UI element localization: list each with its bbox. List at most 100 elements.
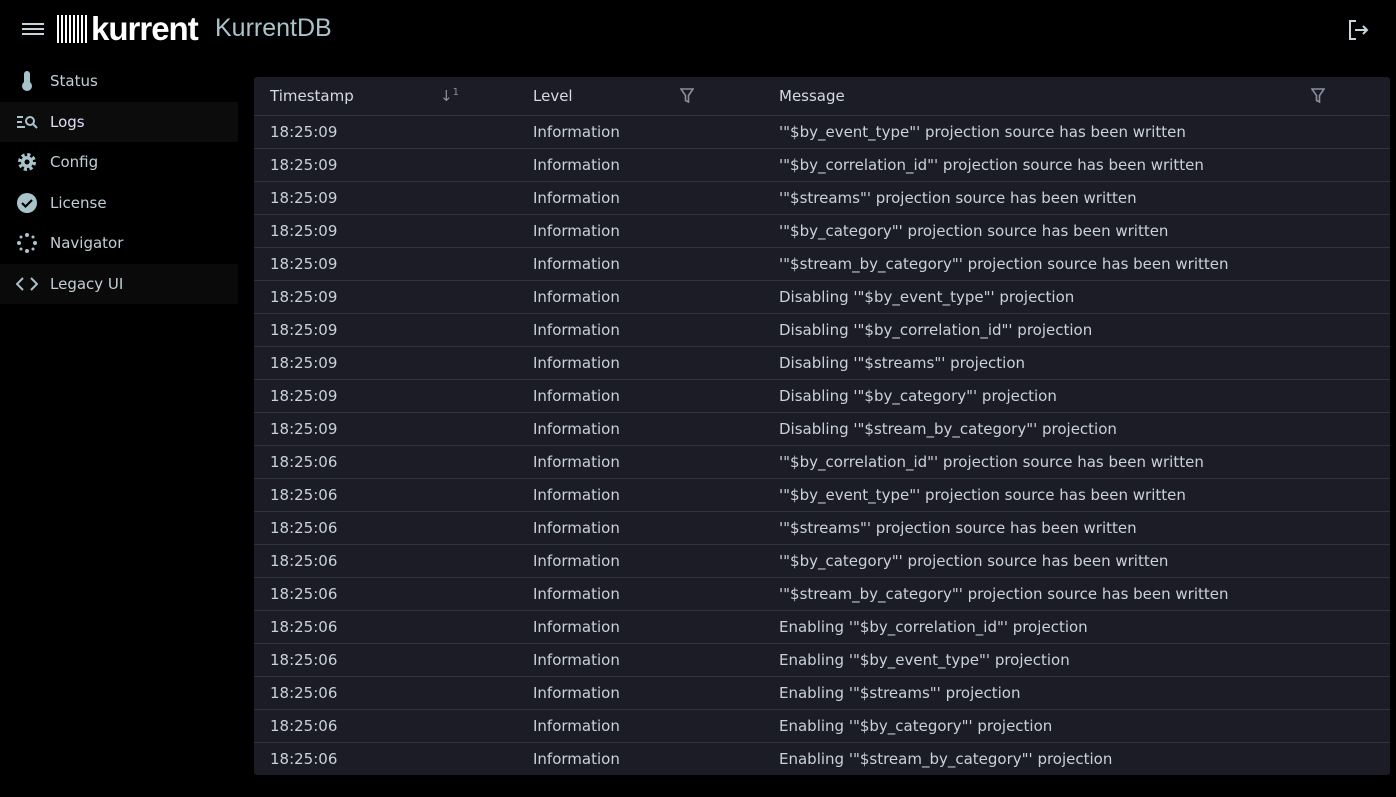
cell-timestamp: 18:25:06 <box>270 453 338 471</box>
cell-message: Enabling '"$by_correlation_id"' projecti… <box>779 618 1088 636</box>
cell-level: Information <box>533 288 620 306</box>
table-row[interactable]: 18:25:06 Information '"$stream_by_category… <box>254 577 1390 610</box>
cell-timestamp: 18:25:09 <box>270 387 338 405</box>
table-row[interactable]: 18:25:06 Information '"$by_event_type"' pr… <box>254 478 1390 511</box>
cell-message: Disabling '"$stream_by_category"' projec… <box>779 420 1117 438</box>
table-row[interactable]: 18:25:06 Information Enabling '"$by_event_… <box>254 643 1390 676</box>
cell-level: Information <box>533 453 620 471</box>
cell-level: Information <box>533 717 620 735</box>
table-row[interactable]: 18:25:06 Information Enabling '"$by_catego… <box>254 709 1390 742</box>
table-row[interactable]: 18:25:06 Information '"$streams"' projecti… <box>254 511 1390 544</box>
cell-timestamp: 18:25:09 <box>270 255 338 273</box>
cell-level: Information <box>533 750 620 768</box>
table-row[interactable]: 18:25:09 Information Disabling '"$by_categ… <box>254 379 1390 412</box>
cell-message: '"$by_event_type"' projection source has… <box>779 123 1186 141</box>
cell-message: Enabling '"$streams"' projection <box>779 684 1021 702</box>
table-row[interactable]: 18:25:09 Information '"$streams"' projecti… <box>254 181 1390 214</box>
cell-level: Information <box>533 222 620 240</box>
cell-timestamp: 18:25:09 <box>270 354 338 372</box>
table-row[interactable]: 18:25:06 Information Enabling '"$stream_by… <box>254 742 1390 775</box>
cell-level: Information <box>533 585 620 603</box>
logs-search-icon <box>16 111 38 133</box>
table-row[interactable]: 18:25:09 Information Disabling '"$by_event… <box>254 280 1390 313</box>
cell-timestamp: 18:25:06 <box>270 618 338 636</box>
cell-timestamp: 18:25:06 <box>270 552 338 570</box>
cell-timestamp: 18:25:06 <box>270 651 338 669</box>
column-label: Level <box>533 87 573 105</box>
cell-level: Information <box>533 651 620 669</box>
cell-level: Information <box>533 255 620 273</box>
cell-message: '"$streams"' projection source has been … <box>779 189 1137 207</box>
kurrent-logo: kurrent <box>57 10 199 47</box>
filter-icon[interactable] <box>679 88 695 108</box>
column-message[interactable]: Message <box>763 77 1390 115</box>
cell-level: Information <box>533 420 620 438</box>
cell-level: Information <box>533 123 620 141</box>
cell-timestamp: 18:25:06 <box>270 717 338 735</box>
column-timestamp[interactable]: Timestamp ↓1 <box>254 77 517 115</box>
cell-timestamp: 18:25:09 <box>270 189 338 207</box>
table-row[interactable]: 18:25:09 Information '"$stream_by_category… <box>254 247 1390 280</box>
table-row[interactable]: 18:25:06 Information Enabling '"$by_correl… <box>254 610 1390 643</box>
sidebar-item-label: Legacy UI <box>50 274 124 293</box>
cell-message: Disabling '"$by_event_type"' projection <box>779 288 1075 306</box>
cell-message: '"$by_event_type"' projection source has… <box>779 486 1186 504</box>
cell-message: '"$stream_by_category"' projection sourc… <box>779 585 1229 603</box>
table-row[interactable]: 18:25:09 Information Disabling '"$by_corre… <box>254 313 1390 346</box>
table-row[interactable]: 18:25:06 Information '"$by_correlation_id"… <box>254 445 1390 478</box>
table-row[interactable]: 18:25:06 Information Enabling '"$streams"'… <box>254 676 1390 709</box>
cell-level: Information <box>533 684 620 702</box>
cell-message: '"$by_correlation_id"' projection source… <box>779 156 1204 174</box>
cell-level: Information <box>533 354 620 372</box>
sidebar-item-config[interactable]: Config <box>0 142 238 183</box>
cell-message: '"$by_correlation_id"' projection source… <box>779 453 1204 471</box>
code-icon <box>16 273 38 295</box>
sort-descending-icon[interactable]: ↓1 <box>440 87 459 105</box>
column-label: Timestamp <box>270 87 354 105</box>
cell-timestamp: 18:25:09 <box>270 123 338 141</box>
sidebar-item-navigator[interactable]: Navigator <box>0 223 238 264</box>
cell-timestamp: 18:25:06 <box>270 519 338 537</box>
cell-timestamp: 18:25:09 <box>270 222 338 240</box>
verified-badge-icon <box>16 192 38 214</box>
sidebar-item-legacy-ui[interactable]: Legacy UI <box>0 263 238 304</box>
cell-level: Information <box>533 552 620 570</box>
cell-message: '"$by_category"' projection source has b… <box>779 552 1169 570</box>
filter-icon[interactable] <box>1310 88 1326 108</box>
navigator-icon <box>16 232 38 254</box>
cell-level: Information <box>533 486 620 504</box>
cell-level: Information <box>533 321 620 339</box>
sidebar-item-license[interactable]: License <box>0 183 238 224</box>
column-level[interactable]: Level <box>517 77 763 115</box>
table-row[interactable]: 18:25:09 Information '"$by_category"' proj… <box>254 214 1390 247</box>
gear-icon <box>16 151 38 173</box>
sidebar-item-logs[interactable]: Logs <box>0 101 238 142</box>
cell-message: Enabling '"$stream_by_category"' project… <box>779 750 1113 768</box>
sidebar-item-label: License <box>50 193 107 212</box>
cell-message: '"$stream_by_category"' projection sourc… <box>779 255 1229 273</box>
table-row[interactable]: 18:25:06 Information '"$by_category"' proj… <box>254 544 1390 577</box>
brand-name: kurrent <box>91 10 199 47</box>
sidebar-item-label: Status <box>50 72 98 91</box>
cell-timestamp: 18:25:06 <box>270 585 338 603</box>
menu-icon[interactable] <box>22 20 44 38</box>
sidebar-item-label: Navigator <box>50 234 124 253</box>
table-header: Timestamp ↓1 Level Message <box>254 77 1390 115</box>
logout-icon[interactable] <box>1346 18 1370 42</box>
sidebar-item-status[interactable]: Status <box>0 61 238 102</box>
table-row[interactable]: 18:25:09 Information Disabling '"$streams"… <box>254 346 1390 379</box>
table-row[interactable]: 18:25:09 Information '"$by_event_type"' pr… <box>254 115 1390 148</box>
cell-timestamp: 18:25:09 <box>270 288 338 306</box>
cell-level: Information <box>533 189 620 207</box>
top-bar: kurrent KurrentDB <box>0 0 1396 60</box>
cell-message: Enabling '"$by_category"' projection <box>779 717 1053 735</box>
cell-timestamp: 18:25:09 <box>270 420 338 438</box>
table-row[interactable]: 18:25:09 Information '"$by_correlation_id"… <box>254 148 1390 181</box>
cell-level: Information <box>533 618 620 636</box>
product-name: KurrentDB <box>215 14 332 42</box>
cell-timestamp: 18:25:06 <box>270 684 338 702</box>
cell-timestamp: 18:25:06 <box>270 750 338 768</box>
table-row[interactable]: 18:25:09 Information Disabling '"$stream_b… <box>254 412 1390 445</box>
cell-message: Disabling '"$by_correlation_id"' project… <box>779 321 1093 339</box>
cell-timestamp: 18:25:06 <box>270 486 338 504</box>
